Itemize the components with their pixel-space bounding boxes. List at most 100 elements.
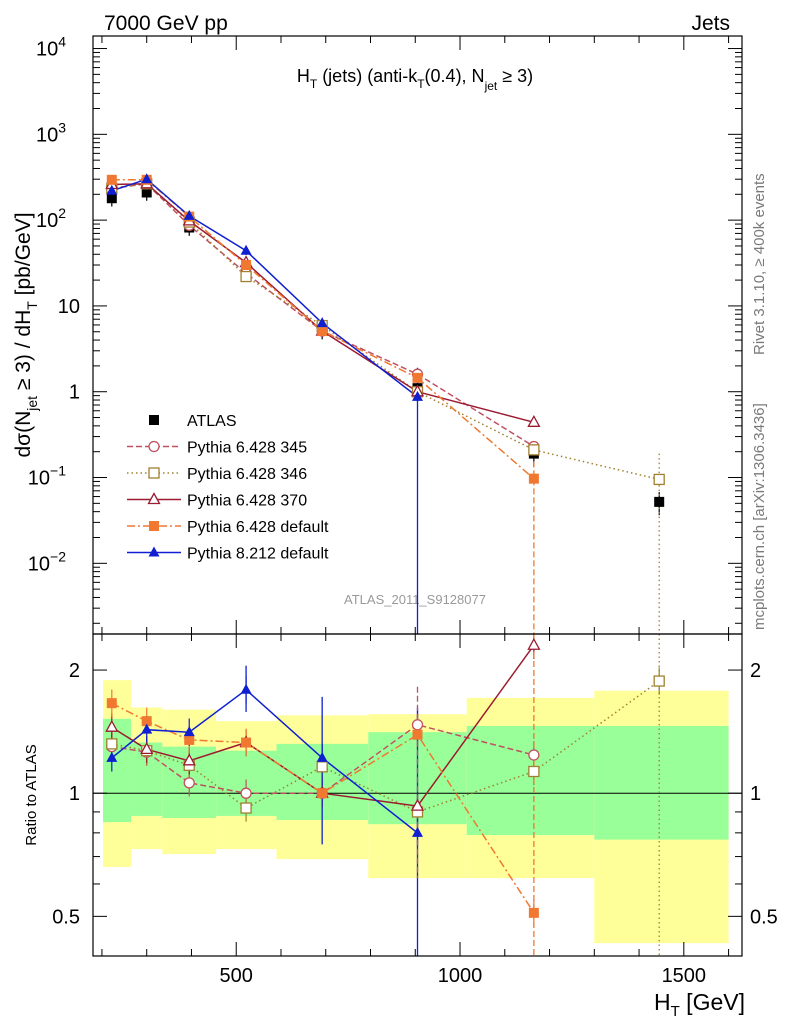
- ratio-point: [106, 738, 118, 750]
- ratio-point: [106, 698, 117, 709]
- legend: ATLAS Pythia 6.428 345 Pythia 6.428 346 Pyt…: [127, 413, 329, 563]
- data-point: [316, 317, 328, 328]
- legend-label: Pythia 6.428 default: [187, 519, 329, 536]
- ratio-plot-area: [105, 634, 665, 956]
- legend-item: Pythia 6.428 346: [127, 466, 307, 483]
- main-panel: [105, 173, 665, 634]
- series-line: [111, 183, 660, 481]
- ratio-point: [412, 729, 423, 740]
- ratio-point: [240, 683, 252, 694]
- ratio-point: [411, 719, 424, 731]
- legend-label: ATLAS: [187, 413, 237, 430]
- ratio-ylabel: Ratio to ATLAS: [23, 744, 40, 845]
- ratio-point: [410, 798, 425, 811]
- ratio-point: [316, 761, 328, 773]
- ratio-line: [111, 688, 418, 834]
- ratio-point: [184, 734, 195, 745]
- ratio-point: [106, 751, 118, 762]
- axes: 500 1000 1500 10−2 10−1 1 10 102 103 104 0.5 0.5 1 1 2…: [28, 34, 778, 987]
- y-tick-label: 10: [58, 296, 80, 318]
- legend-item: Pythia 6.428 default: [127, 519, 329, 536]
- data-point: [412, 390, 423, 401]
- legend-marker: [149, 415, 159, 425]
- legend-label: Pythia 6.428 345: [187, 440, 307, 457]
- data-point: [141, 187, 152, 198]
- ratio-panel: [105, 634, 665, 956]
- ratio-y-tick-label-right: 1: [750, 783, 761, 805]
- series-line: [111, 183, 535, 424]
- data-point: [412, 372, 423, 383]
- ratio-point: [182, 753, 196, 766]
- markers-atlas: [106, 187, 665, 507]
- legend-marker: [148, 467, 160, 479]
- data-point: [106, 184, 118, 195]
- data-point: [106, 193, 117, 204]
- header-right: Jets: [691, 12, 730, 35]
- data-point: [240, 270, 252, 283]
- markers-pythia-6-428-370: [105, 176, 541, 427]
- ratio-y-tick-label: 1: [69, 783, 80, 805]
- band-green: [103, 718, 132, 823]
- data-point: [528, 444, 540, 456]
- ratio-y-tick-label: 0.5: [52, 906, 80, 928]
- series-line: [111, 183, 535, 448]
- data-point: [183, 209, 195, 220]
- ratio-frame: [92, 633, 743, 957]
- data-point: [654, 496, 665, 507]
- legend-label: Pythia 6.428 370: [187, 493, 307, 510]
- ratio-point: [317, 788, 328, 799]
- legend-label: Pythia 8.212 default: [187, 546, 329, 563]
- legend-item: Pythia 6.428 370: [127, 492, 307, 510]
- ratio-y-tick-label-right: 0.5: [750, 906, 778, 928]
- y-tick-label: 103: [36, 119, 66, 146]
- main-ylabel: dσ(Njet ≥ 3) / dHT [pb/GeV]: [12, 212, 40, 457]
- ratio-point: [183, 777, 195, 789]
- y-tick-label: 102: [36, 205, 66, 232]
- data-point: [106, 174, 117, 185]
- x-tick-label: 500: [220, 965, 253, 987]
- ratio-point: [141, 723, 153, 734]
- data-point: [653, 473, 665, 486]
- main-plot-area: [105, 173, 665, 634]
- data-point: [317, 326, 328, 337]
- data-point: [241, 259, 252, 270]
- rivet-label: Rivet 3.1.10, ≥ 400k events: [751, 173, 768, 355]
- mcplots-label: mcplots.cern.ch [arXiv:1306.3436]: [751, 403, 768, 630]
- ratio-point: [141, 716, 152, 727]
- data-point: [527, 414, 541, 427]
- data-point: [528, 473, 539, 484]
- series-pythia-6-428-345: [111, 179, 535, 451]
- ratio-point: [241, 737, 252, 748]
- ratio-markers-pythia-6-428-default: [106, 698, 539, 918]
- ratio-point: [528, 907, 539, 918]
- ratio-point: [653, 675, 665, 687]
- band-green: [594, 725, 729, 840]
- main-title: HT (jets) (anti-kT(0.4), Njet ≥ 3): [297, 66, 533, 93]
- ratio-y-tick-label-right: 2: [750, 660, 761, 682]
- ratio-point: [528, 765, 540, 778]
- ratio-y-tick-label: 2: [69, 660, 80, 682]
- y-tick-label: 10−1: [28, 463, 66, 490]
- ratio-point: [528, 749, 540, 761]
- legend-marker: [148, 440, 160, 453]
- ratio-point: [240, 802, 252, 814]
- band-green: [466, 725, 595, 836]
- ratio-point: [316, 751, 328, 762]
- y-tick-label: 1: [69, 382, 80, 404]
- x-axis-title: HT [GeV]: [654, 989, 745, 1020]
- ratio-point: [412, 826, 423, 837]
- legend-item: ATLAS: [149, 413, 237, 430]
- ratio-point: [140, 741, 154, 754]
- legend-marker: [149, 521, 159, 531]
- series-pythia-6-428-370: [111, 179, 535, 427]
- series-line: [111, 178, 418, 398]
- data-point: [141, 173, 153, 184]
- markers-pythia-8-212-default: [106, 173, 423, 401]
- legend-label: Pythia 6.428 346: [187, 466, 307, 483]
- data-point: [240, 244, 252, 255]
- markers-pythia-6-428-default: [106, 174, 539, 484]
- ratio-point: [527, 637, 541, 650]
- analysis-label: ATLAS_2011_S9128077: [344, 592, 486, 607]
- header-left: 7000 GeV pp: [104, 12, 228, 35]
